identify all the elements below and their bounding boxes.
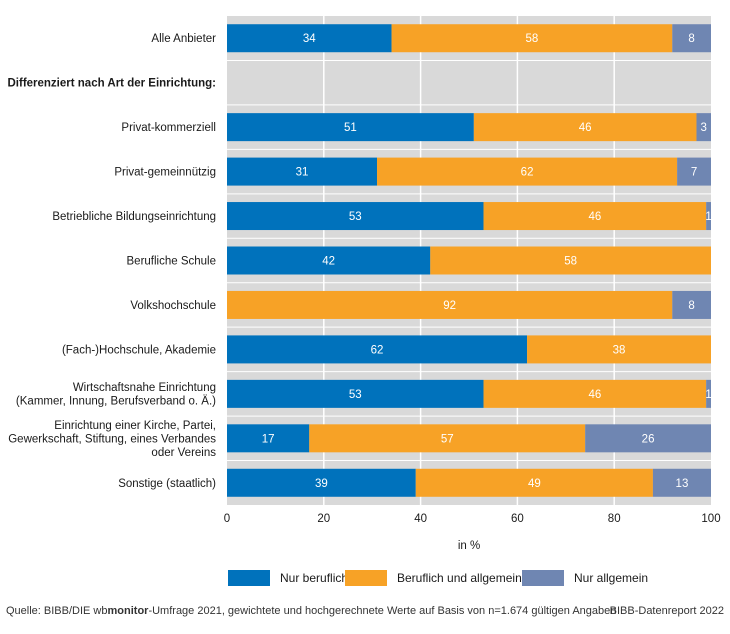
bar-nur-allgemein	[672, 24, 711, 53]
data-label: 38	[613, 344, 626, 356]
data-label: 7	[691, 167, 697, 179]
footer: Quelle: BIBB/DIE wbmonitor-Umfrage 2021,…	[6, 605, 724, 617]
category-label: Berufliche Schule	[127, 256, 217, 268]
bar-nur-beruflich	[227, 468, 416, 497]
category-label: Volkshochschule	[130, 300, 216, 312]
legend-item-nur-beruflich: Nur beruflich	[228, 570, 348, 586]
bar-beruflich-und-allgemein	[430, 246, 711, 275]
data-label: 13	[676, 478, 689, 490]
data-label: 49	[528, 478, 541, 490]
data-label: 62	[371, 344, 384, 356]
data-label: 17	[262, 433, 275, 445]
bar-nur-allgemein	[652, 468, 711, 497]
bar-nur-allgemein	[677, 157, 711, 186]
bar-beruflich-und-allgemein	[483, 202, 707, 231]
bar-beruflich-und-allgemein	[391, 24, 673, 53]
bar-beruflich-und-allgemein	[415, 468, 653, 497]
bar-beruflich-und-allgemein	[483, 379, 707, 408]
bar-nur-allgemein	[706, 379, 711, 408]
source-note: Quelle: BIBB/DIE wbmonitor-Umfrage 2021,…	[6, 605, 617, 617]
x-tick-label: 40	[414, 513, 427, 525]
legend: Nur beruflich Beruflich und allgemein Nu…	[0, 570, 730, 590]
data-label: 42	[322, 256, 335, 268]
data-label: 3	[701, 122, 707, 134]
category-label: Einrichtung einer Kirche, Partei, Gewerks…	[8, 420, 216, 459]
data-label: 34	[303, 33, 316, 45]
category-label: Privat-kommerziell	[121, 122, 216, 134]
category-label: (Fach-)Hochschule, Akademie	[62, 344, 216, 356]
bar-nur-beruflich	[227, 113, 474, 142]
x-tick-label: 20	[317, 513, 330, 525]
bar-beruflich-und-allgemein	[473, 113, 697, 142]
x-tick-label: 60	[511, 513, 524, 525]
data-label: 31	[296, 167, 309, 179]
category-label: Betriebliche Bildungseinrichtung	[52, 211, 216, 223]
data-label: 53	[349, 211, 362, 223]
bar-nur-beruflich	[227, 379, 484, 408]
bar-nur-allgemein	[672, 290, 711, 319]
bar-beruflich-und-allgemein	[377, 157, 678, 186]
legend-label-nur-allgemein: Nur allgemein	[574, 571, 649, 585]
x-axis-title: in %	[458, 540, 480, 552]
bar-nur-beruflich	[227, 202, 484, 231]
legend-swatch-nur-allgemein	[522, 570, 564, 586]
chart: Alle Anbieter 34 58 8 Differenziert nach Art…	[7, 16, 721, 552]
data-label: 39	[315, 478, 328, 490]
data-label: 58	[526, 33, 539, 45]
bar-beruflich-und-allgemein	[309, 424, 586, 453]
category-label: Alle Anbieter	[151, 33, 216, 45]
legend-swatch-nur-beruflich	[228, 570, 270, 586]
data-label: 46	[588, 211, 601, 223]
category-label: Differenziert nach Art der Einrichtung:	[7, 78, 216, 90]
legend-swatch-beruflich-und-allgemein	[345, 570, 387, 586]
legend-item-beruflich-und-allgemein: Beruflich und allgemein	[345, 570, 522, 586]
data-label: 92	[443, 300, 456, 312]
bar-nur-beruflich	[227, 24, 392, 53]
bar-nur-allgemein	[585, 424, 711, 453]
bar-beruflich-und-allgemein	[527, 335, 711, 364]
data-label: 58	[564, 256, 577, 268]
bar-nur-beruflich	[227, 157, 378, 186]
data-label: 46	[579, 122, 592, 134]
x-tick-label: 100	[701, 513, 720, 525]
report-credit: BIBB-Datenreport 2022	[609, 605, 724, 617]
bar-nur-beruflich	[227, 246, 431, 275]
data-label: 1	[705, 211, 711, 223]
category-label: Sonstige (staatlich)	[118, 478, 216, 490]
bar-nur-beruflich	[227, 424, 310, 453]
data-label: 53	[349, 389, 362, 401]
legend-label-beruflich-und-allgemein: Beruflich und allgemein	[397, 571, 522, 585]
bar-nur-allgemein	[696, 113, 711, 142]
data-label: 46	[588, 389, 601, 401]
category-label: Privat-gemeinnützig	[114, 167, 216, 179]
data-label: 62	[521, 167, 534, 179]
data-label: 8	[688, 300, 694, 312]
legend-item-nur-allgemein: Nur allgemein	[522, 570, 648, 586]
data-label: 26	[642, 433, 655, 445]
x-tick-label: 80	[608, 513, 621, 525]
bar-nur-allgemein	[706, 202, 711, 231]
x-tick-label: 0	[224, 513, 230, 525]
legend-label-nur-beruflich: Nur beruflich	[280, 571, 349, 585]
category-label: Wirtschaftsnahe Einrichtung (Kammer, Innu…	[16, 382, 216, 408]
data-label: 51	[344, 122, 357, 134]
data-label: 57	[441, 433, 454, 445]
bar-beruflich-und-allgemein	[227, 290, 673, 319]
bar-nur-beruflich	[227, 335, 528, 364]
data-label: 1	[705, 389, 711, 401]
data-label: 8	[688, 33, 694, 45]
